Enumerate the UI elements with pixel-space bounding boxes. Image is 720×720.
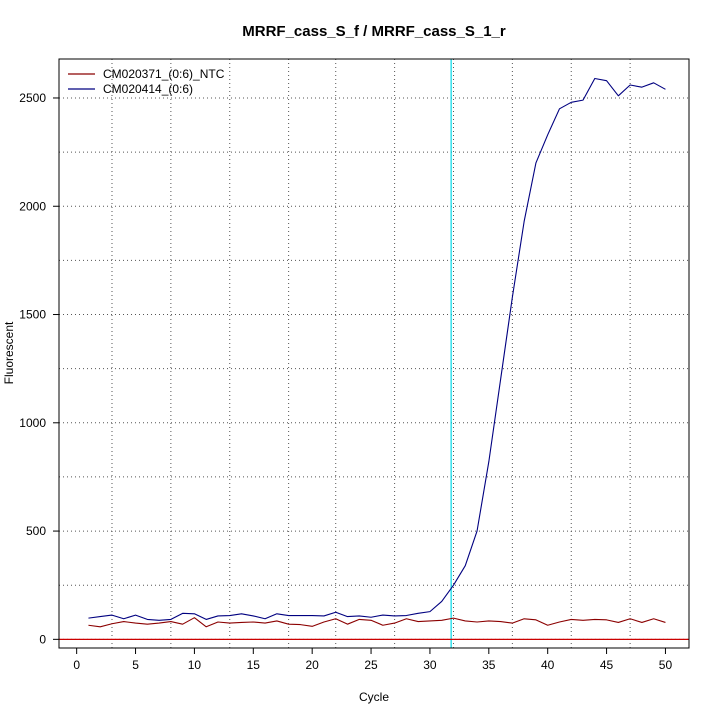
- plot-frame: [58, 58, 690, 649]
- x-tick-label-5: 25: [364, 658, 378, 672]
- reference-lines: [59, 59, 689, 648]
- y-tick-label-5: 2500: [19, 91, 46, 105]
- series-line-1: [88, 77, 666, 621]
- y-axis-label: Fluorescent: [2, 321, 16, 384]
- x-tick-label-3: 15: [247, 658, 261, 672]
- x-tick-label-6: 30: [423, 658, 437, 672]
- x-tick-label-4: 20: [305, 658, 319, 672]
- y-tick-label-0: 0: [39, 632, 46, 646]
- x-axis-label: Cycle: [359, 690, 389, 704]
- x-tick-label-7: 35: [482, 658, 496, 672]
- x-tick-label-2: 10: [188, 658, 202, 672]
- legend-label-0: CM020371_(0:6)_NTC: [103, 67, 225, 81]
- x-axis: 0 5 10 15 20 25 30 35 40 45 50: [73, 648, 672, 672]
- y-tick-label-3: 1500: [19, 308, 46, 322]
- x-tick-label-10: 50: [659, 658, 673, 672]
- grid: [59, 59, 689, 648]
- y-tick-label-1: 500: [26, 524, 46, 538]
- y-tick-label-4: 2000: [19, 199, 46, 213]
- y-tick-label-2: 1000: [19, 416, 46, 430]
- chart-title: MRRF_cass_S_f / MRRF_cass_S_1_r: [242, 23, 506, 40]
- x-tick-label-0: 0: [73, 658, 80, 672]
- series-line-0: [88, 617, 666, 628]
- legend-label-1: CM020414_(0:6): [103, 82, 193, 96]
- x-tick-label-8: 40: [541, 658, 555, 672]
- series-lines: [88, 77, 666, 628]
- x-tick-label-1: 5: [132, 658, 139, 672]
- y-axis: 0 500 1000 1500 2000 2500: [19, 91, 59, 646]
- x-tick-label-9: 45: [600, 658, 614, 672]
